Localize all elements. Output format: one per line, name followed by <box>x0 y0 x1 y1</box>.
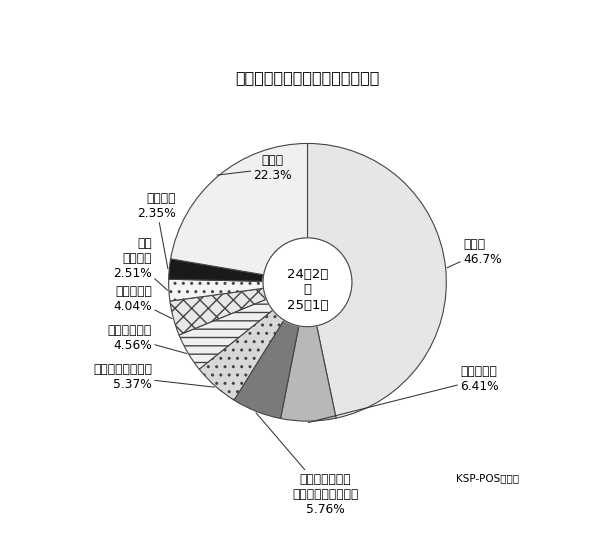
Text: メーカーシェア（お吸い物除く）: メーカーシェア（お吸い物除く） <box>235 70 380 85</box>
Text: 名古屋製酪
6.41%: 名古屋製酪 6.41% <box>308 366 499 423</box>
Wedge shape <box>170 144 308 275</box>
Wedge shape <box>308 144 446 418</box>
Text: シジシージャパン
5.37%: シジシージャパン 5.37% <box>93 363 214 391</box>
Wedge shape <box>169 259 264 281</box>
Wedge shape <box>234 320 299 419</box>
Text: 理研
ビタミン
2.51%: 理研 ビタミン 2.51% <box>113 237 167 290</box>
Text: 24年2月: 24年2月 <box>287 268 328 281</box>
Wedge shape <box>169 280 263 301</box>
Wedge shape <box>199 310 284 400</box>
Wedge shape <box>179 299 273 369</box>
Circle shape <box>263 238 352 326</box>
Text: KSP-POSデータ: KSP-POSデータ <box>455 473 518 484</box>
Text: ポッカサッポロ
フード＆ビバレッジ
5.76%: ポッカサッポロ フード＆ビバレッジ 5.76% <box>256 413 359 515</box>
Text: 25年1月: 25年1月 <box>287 299 328 312</box>
Text: 東洋水産
2.35%: 東洋水産 2.35% <box>137 192 176 269</box>
Text: 日本生協連
4.04%: 日本生協連 4.04% <box>113 285 172 319</box>
Text: その他
22.3%: その他 22.3% <box>217 154 292 182</box>
Wedge shape <box>170 288 266 335</box>
Text: エースコック
4.56%: エースコック 4.56% <box>108 324 187 353</box>
Text: ～: ～ <box>304 283 311 296</box>
Wedge shape <box>281 326 336 421</box>
Text: 味の素
46.7%: 味の素 46.7% <box>447 238 502 268</box>
